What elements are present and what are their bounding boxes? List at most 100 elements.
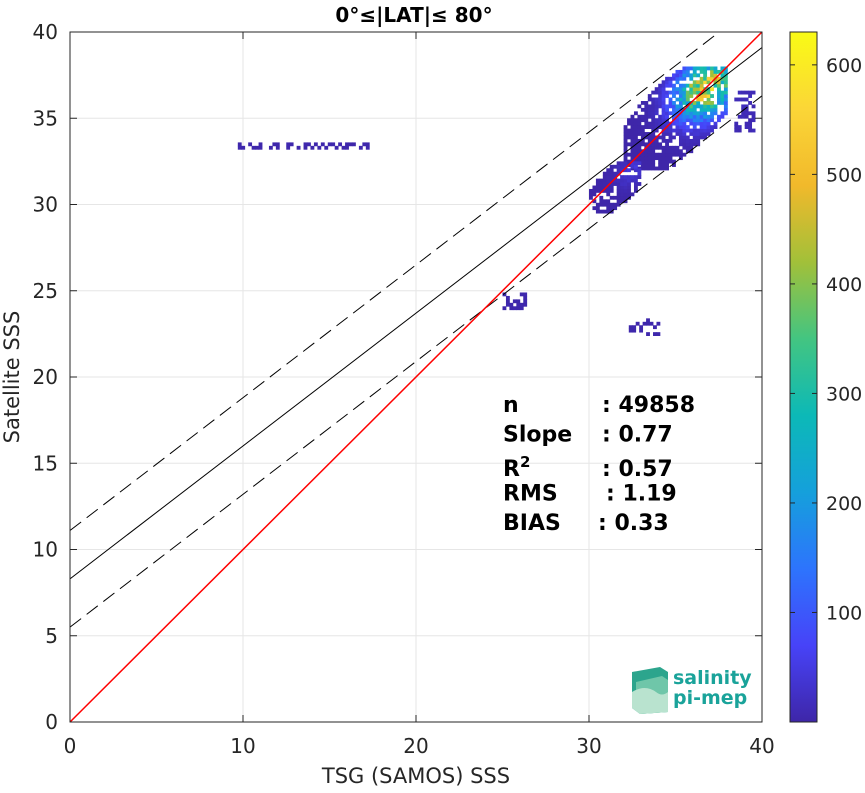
density-cell [748, 125, 753, 129]
density-cell [661, 159, 666, 164]
density-cell [640, 159, 645, 164]
density-cell [678, 156, 683, 161]
density-cell [658, 83, 663, 88]
density-cell [651, 104, 656, 109]
density-cell [672, 101, 676, 105]
density-cell [682, 125, 687, 129]
density-cell [748, 118, 753, 123]
density-cell [651, 163, 656, 167]
density-cell [616, 168, 621, 173]
density-cell [623, 161, 628, 166]
density-cell [751, 90, 756, 95]
density-cell [633, 125, 638, 129]
density-cell [651, 111, 656, 116]
density-cell [317, 145, 322, 150]
density-cell [737, 97, 742, 102]
density-cell [665, 163, 669, 167]
density-cell [706, 66, 711, 71]
density-cell [744, 104, 749, 109]
density-cell [237, 142, 242, 147]
density-cell [706, 121, 711, 126]
density-cell [258, 142, 263, 147]
density-cell [689, 128, 694, 133]
density-cell [668, 76, 673, 81]
density-cell [675, 128, 680, 133]
density-cell [644, 166, 649, 171]
density-cell [602, 199, 607, 204]
density-cell [606, 185, 611, 190]
density-cell [685, 83, 690, 88]
density-cell [633, 111, 638, 116]
density-cell [661, 111, 666, 116]
density-cell [644, 152, 649, 157]
density-cell [665, 132, 669, 136]
density-cell [678, 125, 683, 129]
density-cell [623, 195, 628, 200]
density-cell [689, 90, 694, 95]
density-cell [720, 90, 725, 95]
density-cell [703, 114, 708, 119]
density-cell [644, 118, 649, 123]
density-cell [717, 97, 721, 102]
density-cell [630, 149, 635, 154]
density-cell [627, 121, 631, 126]
stats-box: n: 49858 Slope: 0.77 R2: 0.57 RMS: 1.19 BIAS… [503, 393, 695, 536]
density-cell [523, 292, 528, 297]
density-cell [696, 142, 701, 147]
density-cell [696, 73, 701, 78]
density-cell [623, 132, 628, 136]
density-cell [682, 66, 687, 71]
density-cell [640, 118, 645, 123]
density-cell [685, 125, 690, 129]
density-cell [703, 111, 708, 116]
density-cell [710, 128, 714, 133]
density-cell [703, 118, 708, 123]
density-cell [710, 66, 714, 71]
density-cell [696, 101, 701, 105]
density-cell [696, 87, 701, 92]
density-cell [689, 145, 694, 150]
density-cell [720, 66, 725, 71]
density-cell [358, 145, 363, 150]
density-cell [682, 138, 687, 143]
density-cell [651, 159, 656, 164]
density-cell [606, 175, 611, 180]
density-cell [609, 185, 614, 190]
density-cell [658, 142, 663, 147]
density-cell [505, 302, 510, 307]
colorbar-tick-label: 200 [826, 493, 862, 515]
y-tick-label: 40 [33, 20, 58, 44]
density-cell [630, 178, 635, 183]
density-cell [665, 107, 669, 112]
density-cell [289, 142, 294, 147]
density-cell [675, 90, 680, 95]
density-cell [658, 156, 663, 161]
density-cell [654, 125, 659, 129]
density-cell [637, 138, 642, 143]
density-cell [613, 178, 618, 183]
density-cell [324, 145, 329, 150]
density-cell [696, 97, 701, 102]
salinity-pimep-logo: salinity pi-mep [632, 667, 752, 714]
density-cell [640, 101, 645, 105]
density-cell [661, 80, 666, 85]
density-cell [678, 87, 683, 92]
density-cell [720, 80, 725, 85]
density-cell [651, 101, 656, 105]
density-cell [658, 163, 663, 167]
density-cell [710, 76, 714, 81]
density-cell [644, 156, 649, 161]
density-cell [644, 114, 649, 119]
density-cell [689, 66, 694, 71]
density-cell [651, 90, 656, 95]
density-cell [620, 161, 624, 166]
density-cell [251, 145, 256, 150]
density-cell [658, 125, 663, 129]
density-cell [672, 76, 676, 81]
density-cell [649, 321, 654, 326]
density-cell [623, 138, 628, 143]
density-cell [647, 135, 652, 140]
density-cell [627, 168, 631, 173]
density-cell [665, 152, 669, 157]
fit-lines [70, 32, 762, 722]
